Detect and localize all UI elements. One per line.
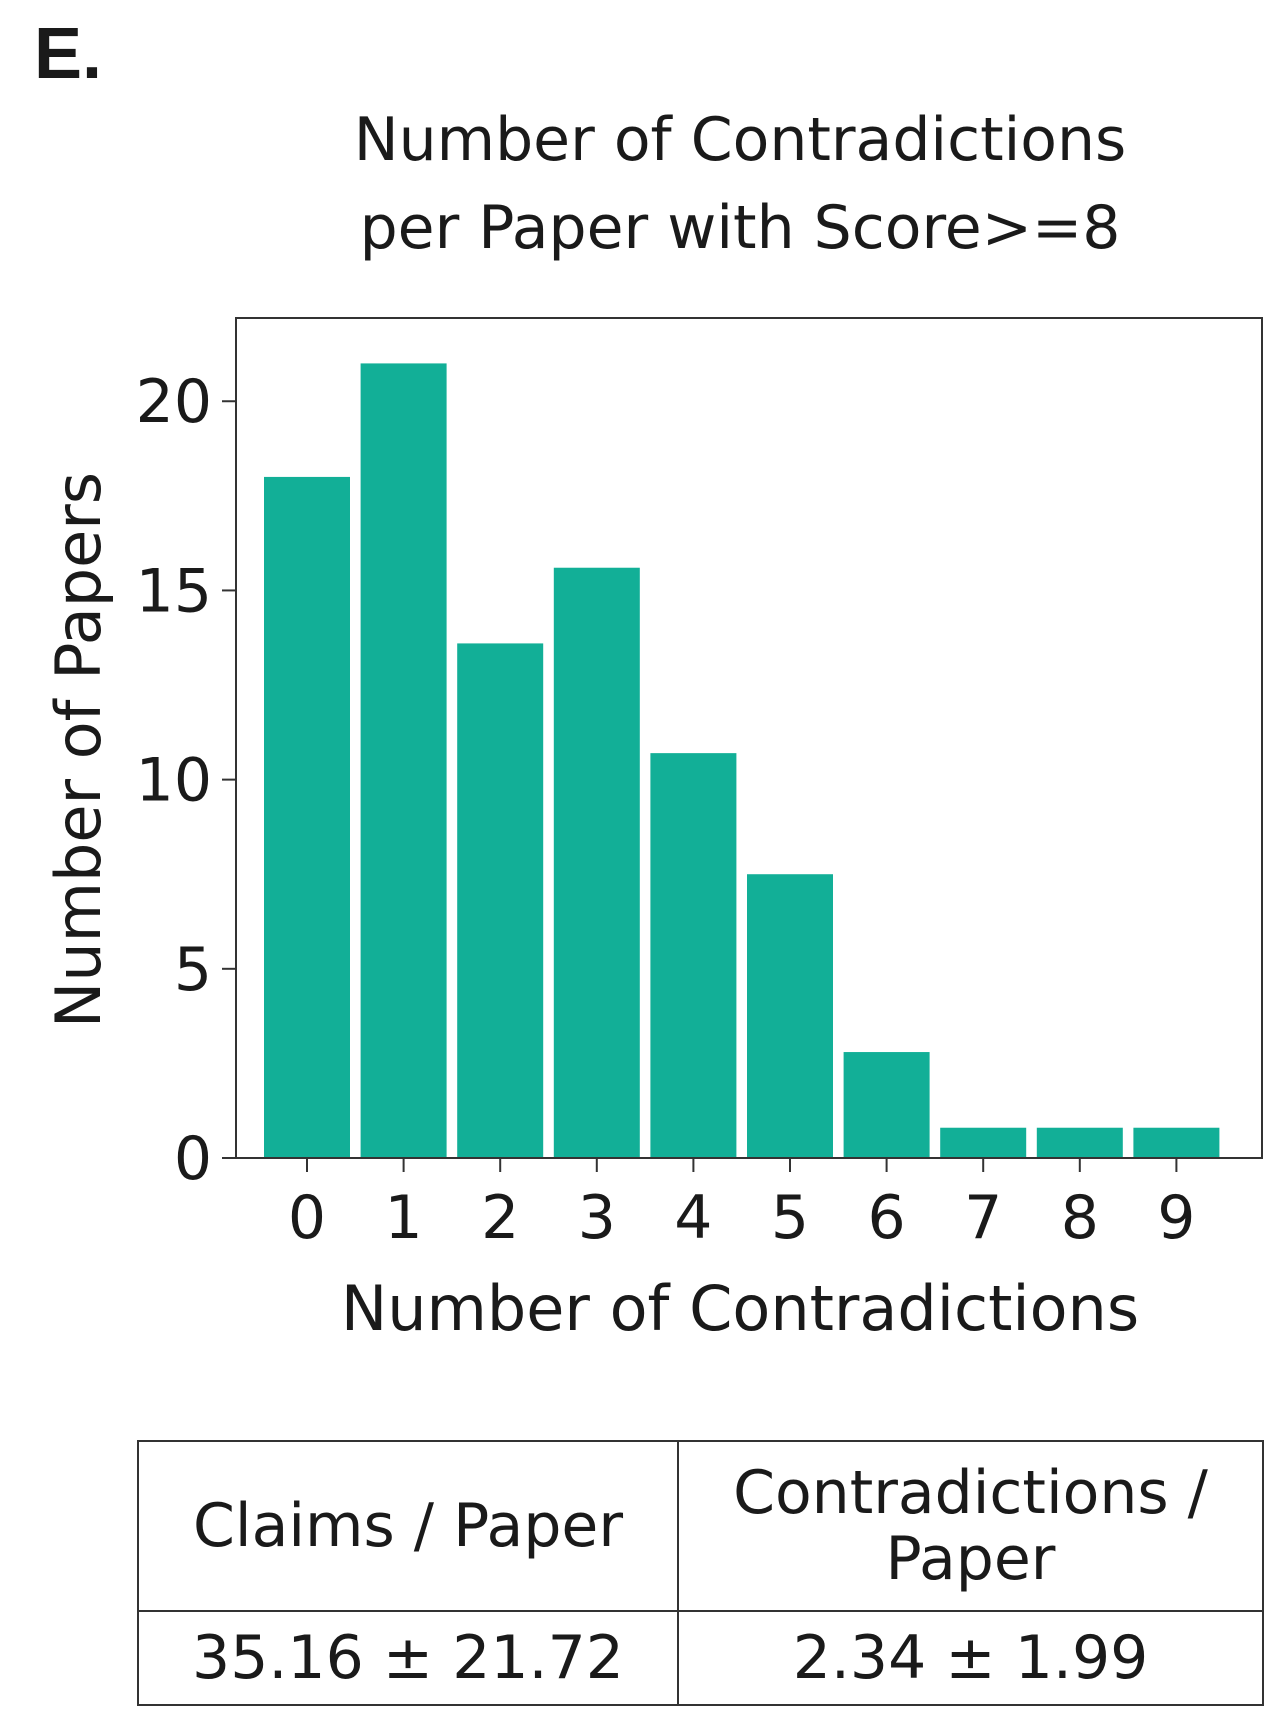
bar	[457, 643, 544, 1158]
table-header-cell: Contradictions / Paper	[677, 1440, 1264, 1612]
y-tick-label: 0	[174, 1124, 212, 1194]
y-tick-label: 5	[174, 935, 212, 1005]
table-cell: 2.34 ± 1.99	[677, 1610, 1264, 1706]
table-row: 35.16 ± 21.72 2.34 ± 1.99	[137, 1610, 1264, 1706]
x-tick-label: 8	[1061, 1183, 1099, 1253]
chart-title: Number of Contradictions per Paper with S…	[354, 105, 1127, 263]
summary-table: Claims / Paper Contradictions / Paper 35…	[137, 1440, 1264, 1706]
panel-label: E.	[34, 14, 103, 94]
bar	[843, 1052, 930, 1158]
bar	[360, 363, 447, 1158]
bars	[264, 363, 1220, 1158]
x-tick-label: 1	[385, 1183, 423, 1253]
y-tick-label: 10	[136, 746, 212, 816]
x-tick-label: 4	[674, 1183, 712, 1253]
bar	[747, 874, 833, 1158]
y-axis-label: Number of Papers	[42, 472, 115, 1028]
x-tick-label: 2	[481, 1183, 519, 1253]
x-tick-label: 3	[578, 1183, 616, 1253]
x-tick-label: 9	[1157, 1183, 1195, 1253]
bar	[264, 476, 350, 1158]
chart-title-line: per Paper with Score>=8	[360, 193, 1121, 263]
bar-chart: Number of Contradictions per Paper with S…	[42, 105, 1263, 1345]
bar	[553, 567, 640, 1158]
x-axis-label: Number of Contradictions	[341, 1272, 1139, 1345]
bar	[650, 753, 737, 1158]
table-header-row: Claims / Paper Contradictions / Paper	[137, 1440, 1264, 1612]
x-tick-label: 5	[771, 1183, 809, 1253]
table-cell: 35.16 ± 21.72	[137, 1610, 679, 1706]
chart-title-line: Number of Contradictions	[354, 105, 1127, 175]
x-tick-label: 7	[964, 1183, 1002, 1253]
bar	[1036, 1127, 1123, 1158]
plot-frame	[235, 317, 1263, 1159]
x-tick-label: 6	[868, 1183, 906, 1253]
y-tick-label: 20	[136, 367, 212, 437]
y-ticks: 0 5 10 15 20	[136, 367, 236, 1194]
axes	[235, 317, 1263, 1159]
y-tick-label: 15	[136, 556, 212, 626]
table-header-cell: Claims / Paper	[137, 1440, 679, 1612]
x-tick-label: 0	[288, 1183, 326, 1253]
bar	[940, 1127, 1027, 1158]
bar	[1133, 1127, 1220, 1158]
